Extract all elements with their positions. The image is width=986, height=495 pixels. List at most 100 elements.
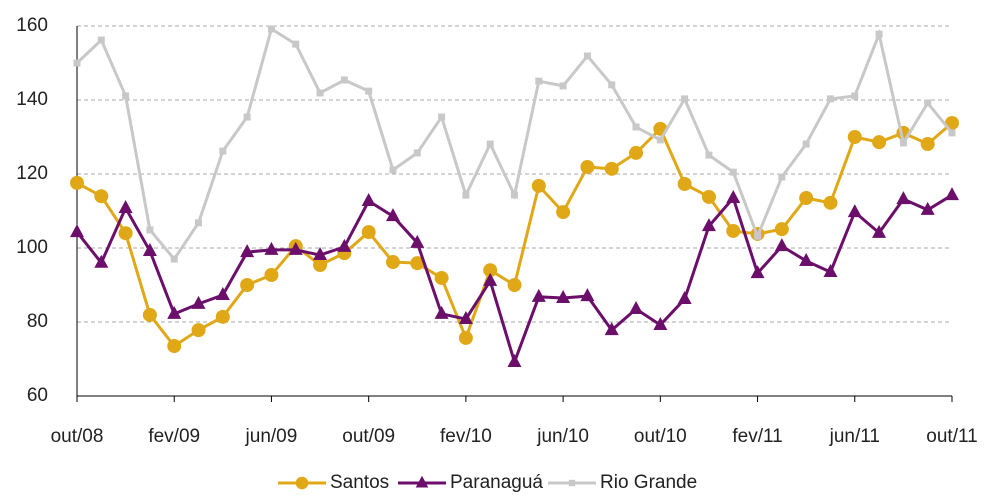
marker [97, 36, 105, 44]
y-tick-label: 120 [16, 163, 48, 184]
marker [73, 59, 81, 67]
marker [337, 238, 352, 252]
marker [142, 242, 157, 256]
marker [146, 226, 154, 234]
marker [701, 218, 716, 232]
marker [264, 268, 279, 283]
marker [410, 234, 425, 248]
marker [413, 149, 421, 157]
marker [705, 151, 713, 159]
y-tick-label: 80 [27, 311, 48, 332]
marker [629, 301, 644, 315]
legend-marker [568, 479, 576, 487]
marker [920, 201, 935, 215]
y-tick-label: 60 [27, 385, 48, 406]
marker [483, 272, 498, 286]
marker [726, 190, 741, 204]
marker [774, 222, 789, 237]
marker [316, 89, 324, 97]
marker [434, 305, 449, 319]
marker [385, 208, 400, 222]
marker [677, 291, 692, 305]
marker [535, 77, 543, 85]
marker [434, 270, 449, 285]
marker [219, 147, 227, 155]
marker [486, 140, 494, 148]
marker [118, 226, 133, 241]
marker [701, 189, 716, 204]
marker [656, 136, 664, 144]
marker [340, 76, 348, 84]
marker [823, 195, 838, 210]
marker [170, 255, 178, 263]
marker [774, 238, 789, 252]
marker [945, 187, 959, 201]
marker [559, 82, 567, 90]
x-tick-label: out/08 [51, 426, 104, 447]
marker [264, 241, 279, 255]
marker [608, 81, 616, 89]
marker [778, 173, 786, 181]
marker [70, 175, 84, 190]
marker [799, 252, 814, 266]
marker [292, 40, 300, 48]
marker [507, 278, 522, 292]
marker [531, 288, 546, 302]
marker [799, 191, 814, 206]
marker [195, 219, 203, 227]
marker [243, 113, 251, 121]
legend-label: Rio Grande [600, 472, 697, 493]
marker [872, 224, 887, 238]
marker [267, 25, 275, 33]
marker [118, 200, 133, 214]
y-tick-label: 160 [16, 15, 48, 36]
x-tick-label: fev/10 [440, 426, 492, 447]
marker [167, 339, 182, 354]
marker [240, 278, 255, 292]
marker [750, 265, 765, 279]
marker [604, 322, 619, 336]
marker [361, 225, 376, 240]
series-line [75, 26, 954, 262]
marker [191, 323, 206, 338]
marker [531, 178, 546, 193]
marker [823, 264, 838, 278]
y-tick-label: 140 [16, 89, 48, 110]
marker [851, 92, 859, 100]
marker [896, 191, 911, 205]
marker [511, 191, 518, 199]
marker [604, 161, 619, 176]
marker [462, 191, 470, 199]
marker [385, 255, 400, 270]
marker [122, 92, 130, 100]
legend-label: Paranaguá [450, 472, 543, 493]
marker [458, 311, 473, 325]
legend-label: Santos [330, 472, 389, 493]
x-tick-label: jun/11 [829, 426, 880, 447]
marker [215, 286, 230, 300]
series-line [76, 121, 953, 349]
marker [458, 330, 473, 345]
x-tick-label: out/10 [634, 426, 687, 447]
marker [438, 113, 446, 121]
marker [365, 87, 373, 95]
marker [580, 159, 595, 174]
marker [167, 305, 182, 319]
legend-marker [295, 476, 309, 490]
marker [677, 176, 692, 191]
marker [920, 137, 935, 152]
marker [847, 130, 862, 144]
marker [802, 140, 810, 148]
marker [313, 258, 328, 273]
marker [948, 129, 956, 137]
marker [580, 288, 595, 302]
marker [483, 263, 498, 278]
x-tick-label: jun/10 [536, 426, 589, 447]
marker [729, 168, 737, 176]
x-tick-label: fev/11 [732, 426, 782, 447]
marker [389, 166, 397, 174]
marker [726, 223, 741, 238]
marker [924, 99, 932, 107]
marker [215, 309, 230, 324]
